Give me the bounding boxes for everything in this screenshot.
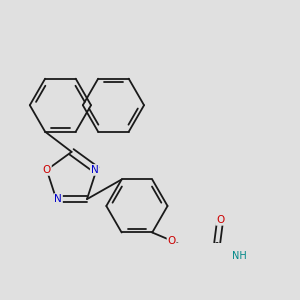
Text: N: N <box>91 165 98 175</box>
Text: N: N <box>54 194 62 204</box>
Text: O: O <box>216 215 224 225</box>
Text: O: O <box>167 236 176 246</box>
Text: O: O <box>43 165 51 175</box>
Text: NH: NH <box>232 251 247 261</box>
